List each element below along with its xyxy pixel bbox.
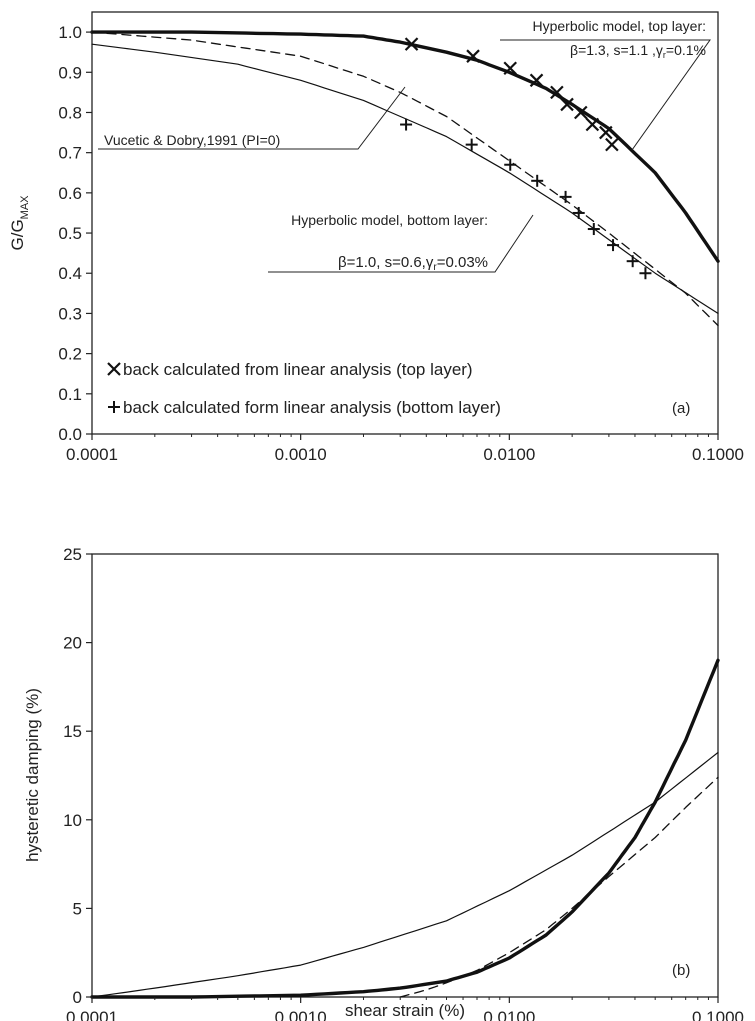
ylabel-main: G/G	[8, 219, 27, 250]
panel-b-axes: 0.0001 0.0010 0.0100 0.1000 0 5 10 15 20 25	[63, 545, 744, 1021]
panel-b-xlabel: shear strain (%)	[345, 1001, 465, 1020]
x-tick-label: 0.0100	[483, 445, 535, 464]
plus-marker-1	[465, 138, 478, 151]
x-tick-label: 0.0001	[66, 1008, 118, 1021]
y-tick-label: 15	[63, 722, 82, 741]
legend-plus-marker	[108, 401, 120, 413]
plus-marker-4	[559, 190, 572, 203]
y-tick-label: 0.2	[58, 345, 82, 364]
panel-b-frame	[91, 553, 719, 998]
y-tick-label: 10	[63, 811, 82, 830]
panel-a-annotations: Hyperbolic model, top layer: β=1.3, s=1.…	[98, 18, 711, 273]
bottom-model-title: Hyperbolic model, bottom layer:	[291, 212, 488, 228]
legend-label-bottom-layer: back calculated form linear analysis (bo…	[123, 398, 501, 417]
panel-a: 0.0001 0.0010 0.0100 0.1000 0.0 0.1 0.2 0.3 0.4 0…	[8, 11, 744, 464]
x-marker-8	[599, 125, 613, 140]
top-params-end: =0.1%	[666, 42, 706, 58]
top-model-title: Hyperbolic model, top layer:	[532, 18, 706, 34]
y-tick-label: 0	[73, 988, 82, 1007]
y-tick-label: 0.4	[58, 264, 82, 283]
ylabel-sub: MAX	[19, 195, 31, 220]
plus-marker-0	[400, 118, 413, 131]
bottom-params-sub: r	[433, 262, 437, 273]
x-tick-label: 0.0010	[275, 1008, 327, 1021]
x-marker-6	[574, 105, 588, 120]
plus-marker-2	[504, 158, 517, 171]
x-marker-7	[585, 117, 600, 132]
panel-b-series-thin-solid	[91, 751, 719, 998]
x-marker-0	[404, 37, 419, 51]
x-tick-label: 0.0001	[66, 445, 118, 464]
x-marker-9	[605, 137, 619, 152]
panel-a-series-thin-solid	[91, 43, 719, 314]
top-model-leader	[500, 39, 711, 151]
plus-marker-7	[607, 239, 620, 252]
bottom-params-end: =0.03%	[437, 254, 488, 271]
plus-marker-8	[626, 255, 639, 268]
panel-b-series-thick-solid	[90, 658, 720, 999]
panel-b-series-dashed	[399, 776, 719, 998]
plus-marker-3	[531, 174, 544, 187]
y-tick-label: 0.5	[58, 224, 82, 243]
vd-label: Vucetic & Dobry,1991 (PI=0)	[104, 132, 280, 148]
x-marker-1	[466, 49, 480, 63]
bottom-model-leader	[268, 214, 534, 273]
panel-a-axes: 0.0001 0.0010 0.0100 0.1000 0.0 0.1 0.2 0.3 0.4 0…	[58, 23, 744, 464]
bottom-model-params: β=1.0, s=0.6,γr=0.03%	[338, 254, 488, 273]
plus-marker-9	[639, 267, 652, 280]
plus-marker-6	[587, 223, 600, 236]
panel-a-ylabel: G/GMAX	[8, 195, 31, 251]
panel-a-series-dashed	[91, 31, 719, 327]
panel-b: 0.0001 0.0010 0.0100 0.1000 0 5 10 15 20 25 (b) h…	[23, 545, 744, 1021]
y-tick-label: 0.8	[58, 103, 82, 122]
y-tick-label: 20	[63, 634, 82, 653]
y-tick-label: 0.7	[58, 144, 82, 163]
vd-leader	[98, 86, 406, 150]
y-tick-label: 0.1	[58, 385, 82, 404]
y-tick-label: 0.6	[58, 184, 82, 203]
panel-a-series-thick-solid	[90, 30, 720, 263]
top-params-sub: r	[663, 50, 666, 60]
panel-b-label: (b)	[672, 962, 690, 979]
panel-a-markers	[400, 37, 652, 280]
panel-b-ylabel: hysteretic damping (%)	[23, 688, 42, 862]
y-tick-label: 1.0	[58, 23, 82, 42]
top-model-params: β=1.3, s=1.1 ,γr=0.1%	[570, 42, 706, 60]
y-tick-label: 0.9	[58, 63, 82, 82]
legend-x-symbol	[107, 362, 121, 376]
x-marker-4	[550, 85, 564, 100]
panel-a-frame	[91, 11, 719, 435]
panel-a-curves	[90, 30, 720, 327]
x-tick-label: 0.1000	[692, 445, 744, 464]
x-marker-3	[529, 73, 544, 88]
panel-b-curves	[90, 658, 720, 999]
y-tick-label: 0.0	[58, 425, 82, 444]
bottom-params-beta: β=1.0, s=0.6,γ	[338, 254, 434, 271]
plus-marker-5	[572, 206, 585, 219]
x-tick-label: 0.0010	[275, 445, 327, 464]
panel-a-label: (a)	[672, 400, 690, 417]
x-tick-label: 0.1000	[692, 1008, 744, 1021]
legend-plus-symbol	[108, 401, 120, 413]
y-tick-label: 5	[73, 899, 82, 918]
top-params-beta: β=1.3, s=1.1 ,γ	[570, 42, 663, 58]
y-tick-label: 0.3	[58, 304, 82, 323]
legend-label-top-layer: back calculated from linear analysis (to…	[123, 360, 473, 379]
legend-x-marker	[107, 362, 121, 376]
x-marker-2	[503, 61, 518, 76]
x-marker-5	[560, 97, 574, 112]
panel-a-legend: back calculated from linear analysis (to…	[107, 360, 501, 417]
x-tick-label: 0.0100	[483, 1008, 535, 1021]
y-tick-label: 25	[63, 545, 82, 564]
